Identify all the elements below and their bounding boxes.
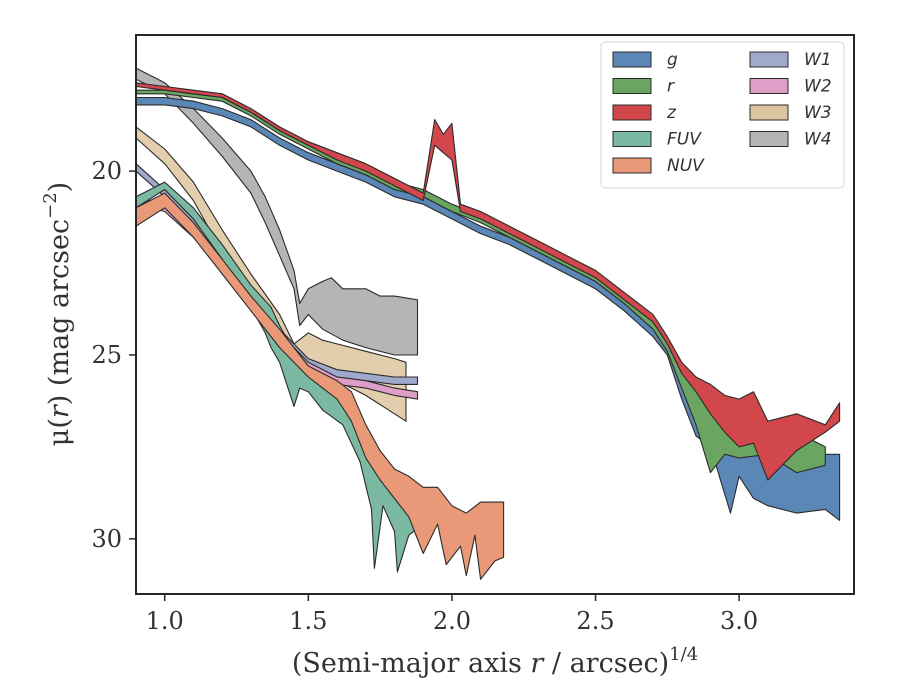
legend-swatch-fuv — [612, 131, 652, 147]
band-w4 — [136, 67, 419, 356]
x-axis-label: (Semi-major axis r / arcsec)1/4 — [292, 644, 698, 679]
x-axis-label-power: 1/4 — [669, 644, 698, 665]
x-axis-label-unit: / arcsec) — [543, 648, 669, 679]
x-tick-label: 1.0 — [146, 607, 184, 635]
legend-swatch-z — [612, 104, 652, 121]
legend-swatch-w4 — [749, 131, 789, 147]
y-axis-label-end: ) — [44, 182, 75, 193]
y-tick-label: 30 — [91, 525, 122, 553]
y-tick-label: 25 — [91, 341, 122, 369]
legend: grz FUV NUV W1 W2 W3 W4 — [600, 41, 845, 189]
y-tick-label: 20 — [91, 157, 122, 185]
series-layer — [136, 67, 841, 580]
legend-swatch-g — [612, 51, 652, 68]
legend-label-w4: W4 — [804, 130, 832, 150]
legend-label-nuv: NUV — [667, 156, 705, 176]
x-tick-label: 2.5 — [576, 607, 614, 635]
legend-label-g: g — [667, 50, 678, 70]
legend-label-w2: W2 — [804, 77, 832, 97]
legend-label-z: z — [666, 103, 677, 123]
plot-frame — [135, 34, 855, 595]
y-axis-label-mu: μ( — [44, 418, 75, 446]
y-axis-label-unit: ) (mag arcsec — [44, 219, 75, 405]
legend-swatch-w2 — [749, 78, 789, 94]
band-nuv — [136, 192, 505, 580]
x-axis-label-variable: r — [530, 648, 545, 679]
tick-layer: 1.0 1.5 2.0 2.5 3.0 20 25 30 — [91, 157, 758, 635]
legend-label-r: r — [667, 77, 675, 97]
legend-label-fuv: FUV — [667, 130, 702, 150]
y-axis-label-power: −2 — [40, 192, 61, 219]
legend-swatch-w3 — [749, 104, 789, 121]
legend-label-w1: W1 — [804, 50, 832, 70]
legend-label-w3: W3 — [804, 103, 832, 123]
band-z — [136, 82, 841, 481]
y-axis-label-variable: r — [44, 403, 75, 418]
x-tick-label: 1.5 — [289, 607, 327, 635]
x-axis-label-prefix: (Semi-major axis — [292, 648, 531, 679]
legend-swatch-r — [612, 78, 652, 94]
y-axis-label: μ(r) (mag arcsec−2) — [40, 182, 75, 446]
legend-swatch-w1 — [749, 51, 789, 68]
legend-swatch-nuv — [612, 157, 652, 174]
x-tick-label: 3.0 — [720, 607, 758, 635]
x-tick-label: 2.0 — [433, 607, 471, 635]
